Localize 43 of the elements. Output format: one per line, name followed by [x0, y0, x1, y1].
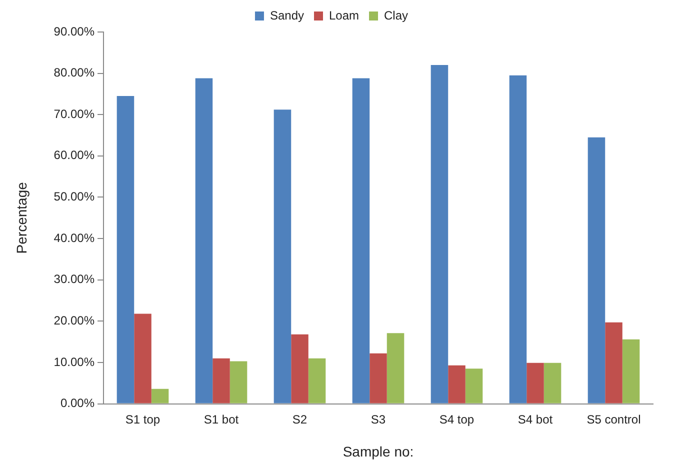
x-tick-label: S5 control: [586, 412, 641, 426]
x-tick-label: S1 top: [125, 412, 160, 426]
bar: [308, 358, 326, 404]
y-tick-label: 20.00%: [54, 313, 95, 328]
y-tick-label: 70.00%: [54, 106, 95, 121]
bar: [544, 362, 562, 404]
bar: [605, 322, 622, 404]
bar: [230, 361, 248, 404]
y-tick-label: 60.00%: [54, 148, 95, 162]
y-axis-title: Percentage: [13, 182, 30, 254]
y-tick-label: 80.00%: [54, 66, 95, 80]
bar: [291, 334, 308, 404]
y-tick-label: 0.00%: [60, 396, 95, 410]
y-tick-label: 90.00%: [54, 24, 95, 38]
x-tick-label: S2: [292, 412, 308, 426]
x-axis-title: Sample no:: [342, 443, 414, 460]
bar: [588, 137, 606, 404]
bar: [274, 110, 292, 404]
legend-label: Sandy: [270, 8, 304, 22]
bar: [151, 388, 169, 404]
bar: [370, 353, 387, 404]
bar: [509, 75, 527, 404]
bar: [116, 96, 134, 404]
legend-label: Loam: [329, 8, 360, 22]
y-tick-label: 50.00%: [54, 190, 95, 204]
bar: [195, 78, 213, 404]
bar: [352, 78, 370, 404]
bar: [430, 65, 448, 404]
bar: [212, 358, 230, 404]
y-tick-label: 10.00%: [54, 354, 95, 369]
x-tick-label: S3: [370, 412, 386, 426]
bar: [448, 365, 466, 404]
x-tick-label: S4 top: [439, 412, 474, 426]
bar: [386, 333, 404, 404]
y-tick-label: 40.00%: [54, 230, 95, 245]
x-tick-label: S1 bot: [204, 412, 240, 426]
bar: [134, 314, 152, 404]
y-tick-label: 30.00%: [54, 272, 95, 286]
bar: [526, 362, 544, 404]
x-tick-label: S4 bot: [518, 412, 554, 426]
bar: [465, 368, 483, 404]
bar: [622, 339, 640, 404]
legend-label: Clay: [384, 8, 408, 22]
